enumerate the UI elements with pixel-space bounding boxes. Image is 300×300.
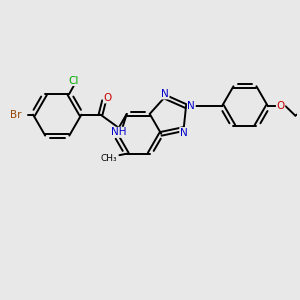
Text: Cl: Cl	[69, 76, 79, 85]
Text: N: N	[188, 101, 195, 111]
Text: NH: NH	[111, 127, 127, 137]
Text: O: O	[103, 93, 112, 103]
Text: Br: Br	[10, 110, 21, 120]
Text: N: N	[180, 128, 188, 138]
Text: O: O	[276, 101, 285, 111]
Text: N: N	[161, 89, 169, 99]
Text: CH₃: CH₃	[101, 154, 117, 163]
